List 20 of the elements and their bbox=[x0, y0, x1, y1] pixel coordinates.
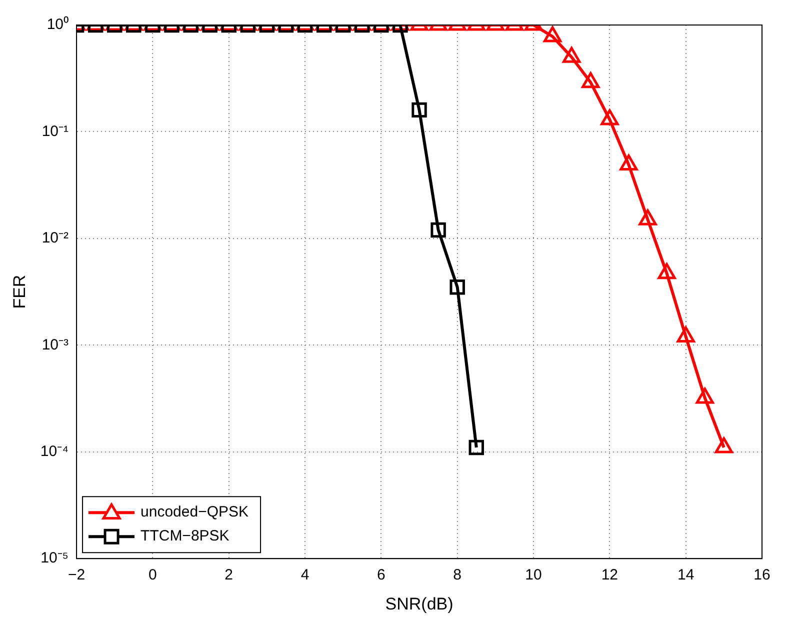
y-tick-label: 10⁻⁴ bbox=[40, 443, 69, 460]
x-tick-label: 12 bbox=[601, 566, 618, 584]
y-tick-label: 10⁰ bbox=[46, 16, 69, 34]
y-axis-title: FER bbox=[10, 274, 29, 309]
legend-label: TTCM−8PSK bbox=[140, 528, 230, 545]
y-tick-label: 10⁻⁵ bbox=[40, 550, 69, 567]
x-tick-label: 0 bbox=[148, 566, 157, 584]
x-tick-label: 16 bbox=[754, 566, 770, 584]
y-tick-label: 10⁻² bbox=[42, 230, 69, 247]
x-tick-label: 4 bbox=[300, 566, 310, 584]
legend-label: uncoded−QPSK bbox=[140, 504, 249, 521]
x-tick-label: −2 bbox=[68, 566, 86, 584]
x-tick-label: 10 bbox=[525, 566, 542, 584]
x-axis-title: SNR(dB) bbox=[385, 594, 454, 614]
x-tick-label: 2 bbox=[224, 566, 234, 584]
y-tick-label: 10⁻¹ bbox=[42, 122, 69, 140]
x-tick-label: 6 bbox=[377, 566, 386, 584]
x-tick-label: 14 bbox=[677, 566, 694, 584]
y-tick-label: 10⁻³ bbox=[42, 336, 69, 354]
x-tick-label: 8 bbox=[453, 566, 462, 584]
